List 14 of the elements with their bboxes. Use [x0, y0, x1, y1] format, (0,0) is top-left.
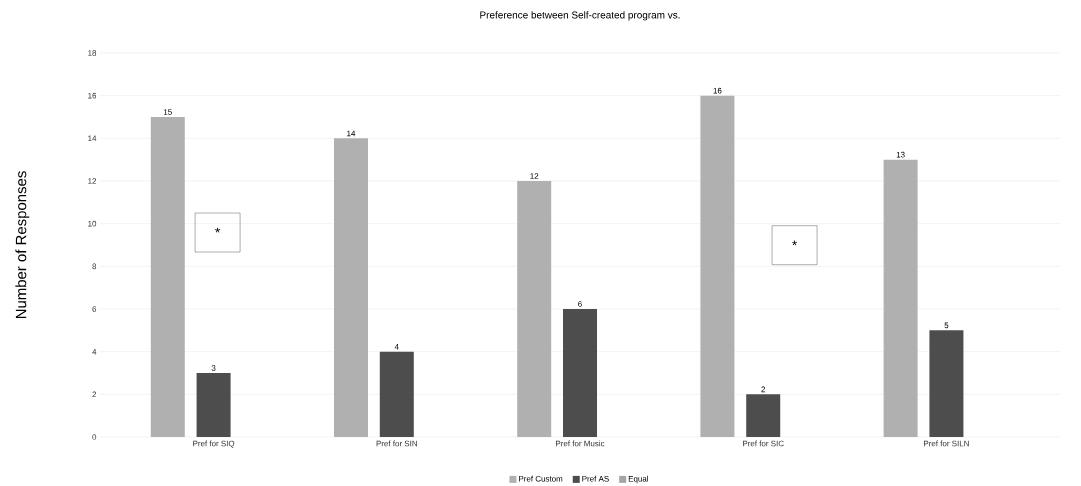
- bar: [334, 138, 368, 437]
- bar: [196, 373, 231, 437]
- chart-title: Preference between Self-created program vs.: [480, 11, 680, 21]
- bar: [746, 394, 781, 437]
- bar: [150, 117, 185, 437]
- y-axis-title: Number of Responses: [15, 171, 30, 319]
- bar: [563, 309, 597, 437]
- bar: [379, 351, 414, 437]
- annotation: *: [792, 240, 798, 246]
- bar: [883, 159, 918, 437]
- bar: [700, 95, 735, 437]
- bar: [517, 181, 552, 437]
- annotation: *: [215, 227, 221, 233]
- bar: [929, 330, 964, 437]
